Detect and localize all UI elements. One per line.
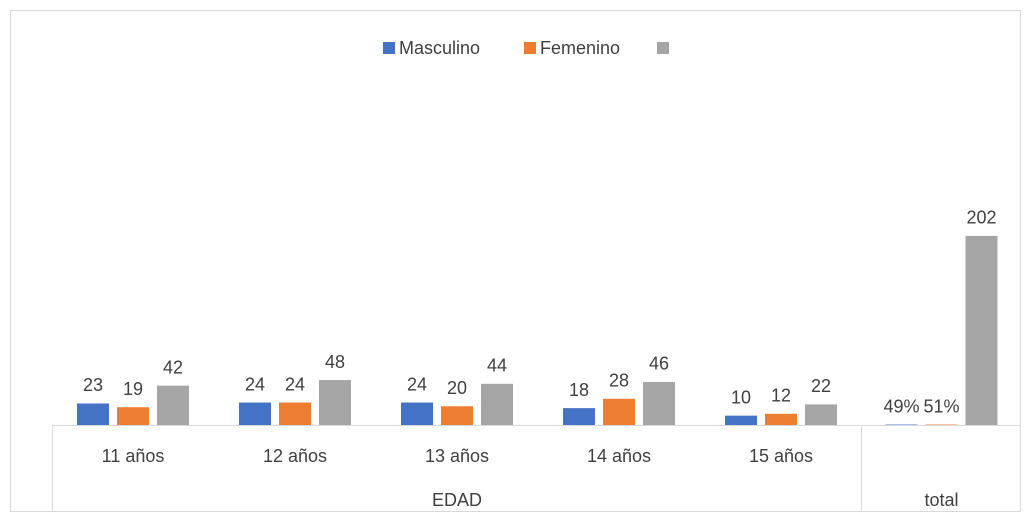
bar — [805, 404, 837, 425]
x-tick-label: 15 años — [749, 446, 813, 466]
bar — [563, 408, 595, 425]
chart-border — [10, 10, 1021, 512]
data-label: 24 — [245, 374, 265, 394]
data-label: 202 — [966, 208, 996, 228]
legend-swatch — [657, 42, 669, 54]
data-label: 24 — [407, 374, 427, 394]
bar — [319, 380, 351, 425]
legend-swatch — [383, 42, 395, 54]
bar — [401, 402, 433, 425]
data-label: 51% — [923, 396, 959, 416]
bar — [725, 415, 757, 425]
legend-label: Femenino — [540, 38, 620, 58]
group-label: EDAD — [432, 490, 482, 510]
data-label: 24 — [285, 374, 305, 394]
data-label: 49% — [883, 396, 919, 416]
data-label: 46 — [649, 354, 669, 374]
bar — [481, 383, 513, 425]
bar — [603, 398, 635, 425]
data-label: 20 — [447, 378, 467, 398]
bar — [965, 235, 998, 425]
x-tick-label: 12 años — [263, 446, 327, 466]
data-label: 10 — [731, 387, 751, 407]
data-label: 19 — [123, 379, 143, 399]
data-label: 48 — [325, 352, 345, 372]
bar — [157, 385, 189, 425]
data-label: 22 — [811, 376, 831, 396]
bar — [279, 402, 311, 425]
bar — [239, 402, 271, 425]
bar — [117, 407, 149, 425]
bar — [643, 381, 675, 425]
data-label: 28 — [609, 371, 629, 391]
data-label: 18 — [569, 380, 589, 400]
legend-label: Masculino — [399, 38, 480, 58]
x-tick-label: 11 años — [102, 446, 165, 466]
bar — [77, 403, 109, 425]
x-tick-label: 14 años — [587, 446, 651, 466]
group-label: total — [924, 490, 958, 510]
data-label: 44 — [487, 356, 507, 376]
bar — [765, 413, 797, 425]
bar — [441, 406, 473, 425]
data-label: 23 — [83, 375, 103, 395]
data-label: 42 — [163, 357, 183, 377]
x-tick-label: 13 años — [425, 446, 489, 466]
legend-swatch — [524, 42, 536, 54]
data-label: 12 — [771, 386, 791, 406]
